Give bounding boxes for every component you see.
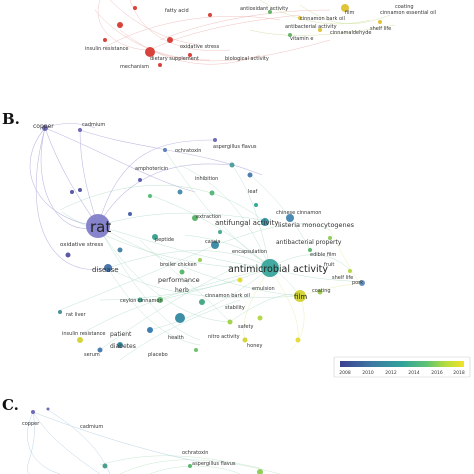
node-label: stability [225,305,245,311]
node-label: antifungal activity [215,219,278,227]
node-label: oxidative stress [180,44,220,50]
node-label: cinnamon bark oil [205,293,250,299]
node-label: vitamin e [290,36,313,42]
node-label: film [345,10,355,16]
panel-label-c: C. [2,396,19,414]
node-label: broiler chicken [160,262,197,268]
node-label: edible film [310,252,336,258]
node-label: shelf life [370,26,391,32]
node-label: serum [84,352,100,358]
node-label: fruit [324,262,334,268]
node-label: fatty acid [165,8,189,14]
panel-b-network: copper cadmium ochratoxin aspergillus fl… [29,122,365,361]
node-label: cinnamon bark oil [300,16,345,22]
node-label: cassia [205,239,220,245]
node-label: shelf life [332,275,353,281]
node-label: film [294,293,307,301]
node-label: chinese cinnamon [276,210,321,216]
node-label: coating [395,4,414,10]
node-label: cadmium [80,424,103,430]
node-label: safety [238,324,253,330]
node-label: herb [175,287,189,294]
node-label: placebo [148,352,168,358]
legend-tick: 2012 [385,370,397,376]
legend-tick: 2014 [408,370,420,376]
node-label: encapsulation [232,249,267,255]
node-label-antimicrobial: antimicrobial activity [228,264,328,275]
node-label: peptide [155,237,174,243]
node-label: antibacterial property [276,239,342,246]
node-label: antibacterial activity [285,24,337,30]
node-label: biological activity [225,56,269,62]
node-label: emulsion [252,286,275,292]
node-label: aspergillus flavus [192,461,236,467]
node-label: cinnamon essential oil [380,10,436,16]
node-label: listeria monocytogenes [278,221,355,229]
legend-tick: 2016 [431,370,443,376]
node-label: amphotericin [135,166,168,172]
node-label: pork [352,280,363,286]
node-label: aspergillus flavus [213,144,257,150]
node-label: health [168,335,184,341]
node-label: insulin resistance [85,46,129,52]
legend-tick: 2018 [453,370,465,376]
node-label: disease [92,266,119,274]
node-label: honey [247,343,262,349]
node-label: copper [22,421,40,427]
legend-tick: 2010 [362,370,374,376]
node-label: performance [158,276,200,284]
node-label: patient [110,331,132,338]
node-label: extraction [196,214,221,220]
node-label: diabetes [110,343,136,350]
node-label: cinnamaldehyde [330,30,372,36]
node-label: antioxidant activity [240,6,288,12]
panel-label-b: B. [2,110,20,128]
node-label: coating [312,288,331,294]
node-label: leaf [248,189,258,195]
node-label: nitro activity [208,334,240,340]
node-label: ochratoxin [175,148,201,154]
node-label: copper [33,123,54,130]
panel-a-network: cinnamon bark oil film insulin resistanc… [85,0,436,70]
node-label: cadmium [82,122,105,128]
node-label: inhibition [195,176,218,182]
node-label: oxidative stress [60,242,103,248]
node-label: dietary supplement [150,56,199,62]
node-label: mechanism [120,64,149,70]
node-label: ceylon cinnamon [120,298,163,304]
year-color-legend: 2008 2010 2012 2014 2016 2018 [333,356,471,378]
node-label-rat: rat [90,218,111,236]
color-gradient-bar [340,361,464,367]
node-label: rat liver [66,312,86,318]
node-label: insulin resistance [62,331,106,337]
node-label: ochratoxin [182,450,208,456]
legend-tick: 2008 [339,370,351,376]
panel-c-network: copper cadmium aspergillus flavus ochrat… [22,407,281,474]
